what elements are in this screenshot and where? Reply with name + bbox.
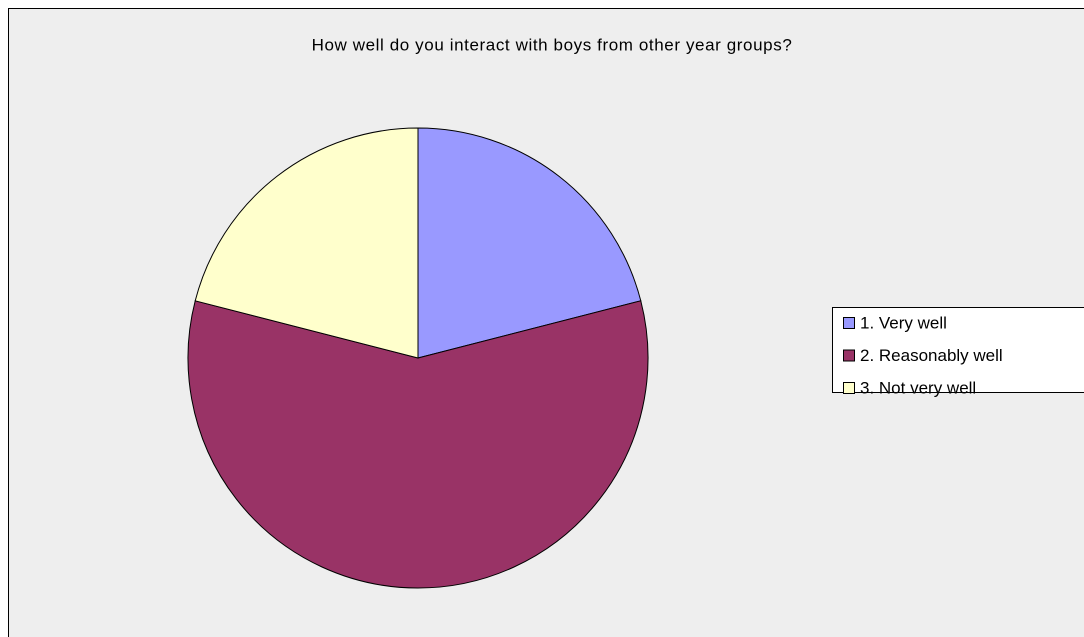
legend-swatch <box>843 349 855 362</box>
legend-label: 3. Not very well <box>860 378 976 397</box>
chart-title: How well do you interact with boys from … <box>312 35 793 54</box>
legend-swatch <box>843 317 855 329</box>
pie-slice <box>417 127 642 359</box>
legend-swatch <box>843 382 855 394</box>
legend-label: 1. Very well <box>860 313 947 332</box>
pie-slice <box>187 300 649 589</box>
legend-label: 2. Reasonably well <box>860 346 1003 365</box>
pie-slice <box>194 127 419 359</box>
legend <box>832 307 1084 393</box>
